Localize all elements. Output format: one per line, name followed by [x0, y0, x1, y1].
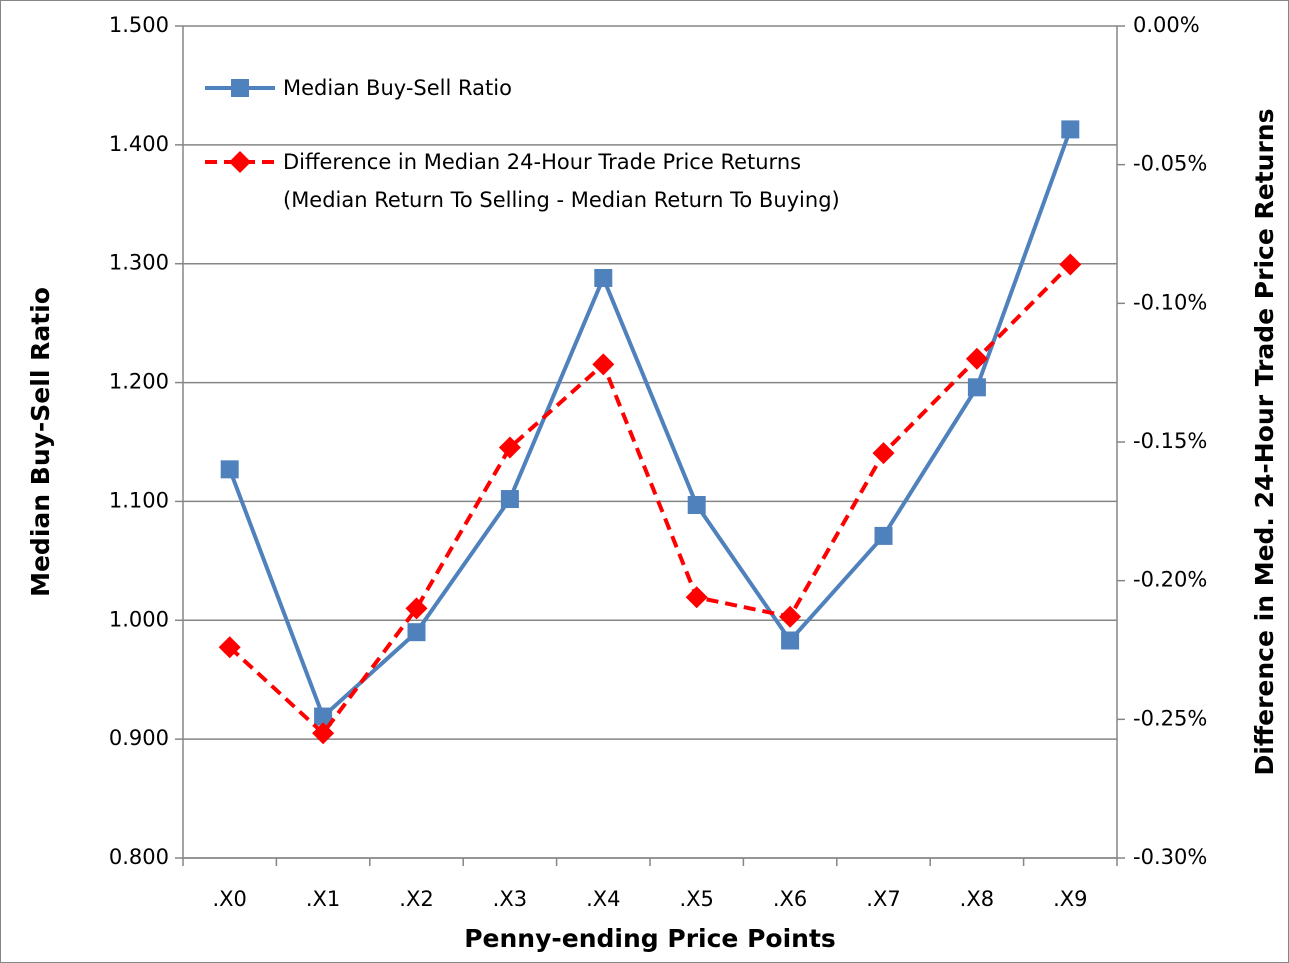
data-point	[498, 436, 521, 459]
y2-tick-label: -0.20%	[1133, 568, 1207, 592]
data-point	[685, 586, 708, 609]
y-tick-label: 1.500	[109, 13, 169, 37]
y2-tick-label: -0.25%	[1133, 706, 1207, 730]
data-point	[220, 460, 239, 479]
data-point	[405, 597, 428, 620]
x-tick-label: .X1	[306, 887, 340, 911]
data-point	[314, 707, 333, 726]
x-tick-label: .X0	[212, 887, 246, 911]
x-tick-label: .X7	[866, 887, 900, 911]
data-point	[312, 722, 335, 745]
data-point	[500, 490, 519, 509]
data-point	[1061, 120, 1080, 139]
legend-marker	[231, 79, 249, 97]
data-point	[874, 526, 893, 545]
y-tick-label: 1.400	[109, 132, 169, 156]
y2-axis-title: Difference in Med. 24-Hour Trade Price R…	[1250, 109, 1279, 776]
data-point	[687, 495, 706, 514]
y2-tick-label: -0.15%	[1133, 429, 1207, 453]
x-tick-label: .X3	[493, 887, 527, 911]
x-tick-label: .X8	[960, 887, 994, 911]
x-tick-label: .X6	[773, 887, 807, 911]
y-axis-title: Median Buy-Sell Ratio	[26, 287, 55, 597]
data-point	[967, 378, 986, 397]
data-point	[781, 631, 800, 650]
y-tick-label: 0.800	[109, 845, 169, 869]
data-point	[872, 442, 895, 465]
y-tick-label: 1.200	[109, 370, 169, 394]
legend-label: Median Buy-Sell Ratio	[283, 76, 512, 100]
y-tick-label: 1.300	[109, 251, 169, 275]
data-point	[407, 623, 426, 642]
y2-tick-label: 0.00%	[1133, 13, 1200, 37]
x-axis-title: Penny-ending Price Points	[464, 924, 836, 953]
y-tick-label: 1.000	[109, 607, 169, 631]
y-tick-label: 0.900	[109, 726, 169, 750]
x-tick-label: .X4	[586, 887, 620, 911]
x-tick-label: .X2	[399, 887, 433, 911]
x-tick-label: .X9	[1053, 887, 1087, 911]
data-point	[1059, 253, 1082, 276]
data-point	[594, 268, 613, 287]
x-tick-label: .X5	[679, 887, 713, 911]
data-point	[592, 353, 615, 376]
series-line	[227, 128, 1073, 721]
y2-tick-label: -0.10%	[1133, 290, 1207, 314]
y2-tick-label: -0.30%	[1133, 845, 1207, 869]
legend-label: Difference in Median 24-Hour Trade Price…	[283, 150, 840, 212]
y-tick-label: 1.100	[109, 488, 169, 512]
data-point	[965, 347, 988, 370]
data-point	[218, 636, 241, 659]
y2-tick-label: -0.05%	[1133, 152, 1207, 176]
data-point	[779, 605, 802, 628]
legend-marker	[229, 151, 251, 173]
